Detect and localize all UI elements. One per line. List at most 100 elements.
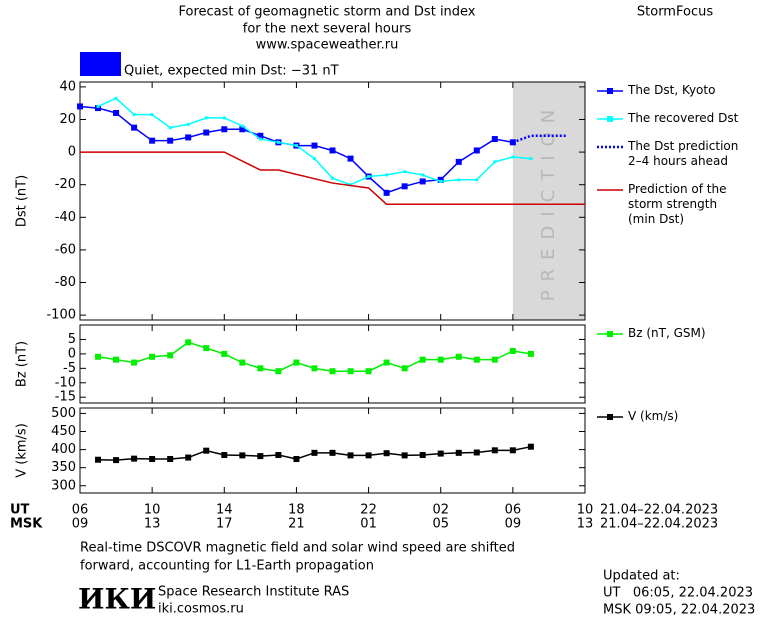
note: Real-time DSCOVR magnetic field and sola… [80,541,515,556]
y-tick-label: 300 [51,478,76,493]
data-point [167,456,174,462]
y-tick-label: -5 [63,361,76,376]
data-point [131,359,138,366]
data-point [131,455,138,462]
data-point [239,359,246,366]
status-swatch [80,52,121,76]
data-point [347,452,354,459]
data-point [204,116,208,120]
data-point [437,450,444,457]
institute-url: iki.cosmos.ru [158,602,244,617]
series-line [97,97,531,186]
data-point [347,155,354,162]
data-point [132,113,136,117]
x2-tick-label: 09 [505,517,522,532]
series-line [512,134,567,144]
data-point [383,189,390,196]
data-point [150,113,154,117]
data-point [509,447,516,454]
data-point [203,345,210,352]
data-point [473,449,480,456]
title-line: Forecast of geomagnetic storm and Dst in… [178,5,475,20]
data-point [455,158,462,165]
data-point [221,350,228,357]
logo: ИКИ [78,583,156,616]
data-point [349,183,353,187]
data-point [473,147,480,154]
prediction-band [512,82,585,320]
y-axis-label: Bz (nT) [15,341,30,387]
data-point [185,454,192,461]
x2-tick-label: 17 [216,517,233,532]
data-point [311,365,318,372]
data-point [113,109,120,116]
data-point [95,456,102,463]
data-point [385,173,389,177]
legend-label: V (km/s) [628,409,679,423]
data-point [329,147,336,154]
data-point [401,365,408,372]
data-point [491,356,498,363]
data-point [383,359,390,366]
series-line [79,105,513,194]
data-point [167,352,174,359]
x2-tick-label: 13 [577,517,594,532]
data-point [275,452,282,459]
updated-ut: UT 06:05, 22.04.2023 [603,586,753,601]
data-point [240,124,244,128]
data-point [439,179,443,183]
y-tick-label: -80 [55,275,76,290]
data-point [95,105,102,112]
data-point [383,450,390,457]
data-point [77,103,83,110]
data-point [185,134,192,141]
y-tick-label: 0 [68,145,76,160]
y-axis-label: V (km/s) [15,423,30,478]
x-tick-label: 06 [72,503,89,518]
data-point [312,157,316,161]
data-point [311,142,318,149]
data-point [509,348,516,354]
data-point [475,178,479,182]
y-tick-label: -40 [55,210,76,225]
data-point [311,449,318,456]
data-point [95,353,102,360]
x-tick-label: 02 [432,503,449,518]
legend-label: Prediction of the storm strength (min Ds… [628,182,727,226]
institute-name: Space Research Institute RAS [158,585,349,600]
data-point [419,178,426,185]
y-tick-label: 40 [59,79,76,94]
data-point [293,456,300,462]
y-tick-label: -100 [46,308,76,323]
x-axis-label: UT [10,503,30,518]
data-point [275,368,282,375]
data-point [293,359,300,366]
data-point [329,368,336,375]
legend-label: The recovered Dst [628,111,739,125]
data-point [419,356,426,363]
data-point [473,356,480,363]
data-point [491,136,498,143]
x-tick-label: 10 [577,503,594,518]
y-tick-label: -60 [55,242,76,257]
x-tick-label: 18 [288,503,305,518]
data-point [455,353,462,360]
data-point [491,447,498,454]
data-point [203,447,210,454]
legend-label: Bz (nT, GSM) [628,326,706,340]
data-point [527,350,534,357]
data-point [113,457,120,464]
data-point [437,356,444,363]
updated-msk: MSK 09:05, 22.04.2023 [603,603,755,618]
data-point [419,452,426,459]
data-point [203,129,210,136]
data-point [527,443,534,450]
data-point [457,178,461,182]
legend-marker [607,116,613,122]
x2-tick-label: 05 [432,517,449,532]
data-point [455,449,462,456]
title-line: www.spaceweather.ru [256,38,399,53]
plot-frame [79,324,586,404]
plot-frame [79,407,586,494]
x-tick-label: 10 [144,503,161,518]
